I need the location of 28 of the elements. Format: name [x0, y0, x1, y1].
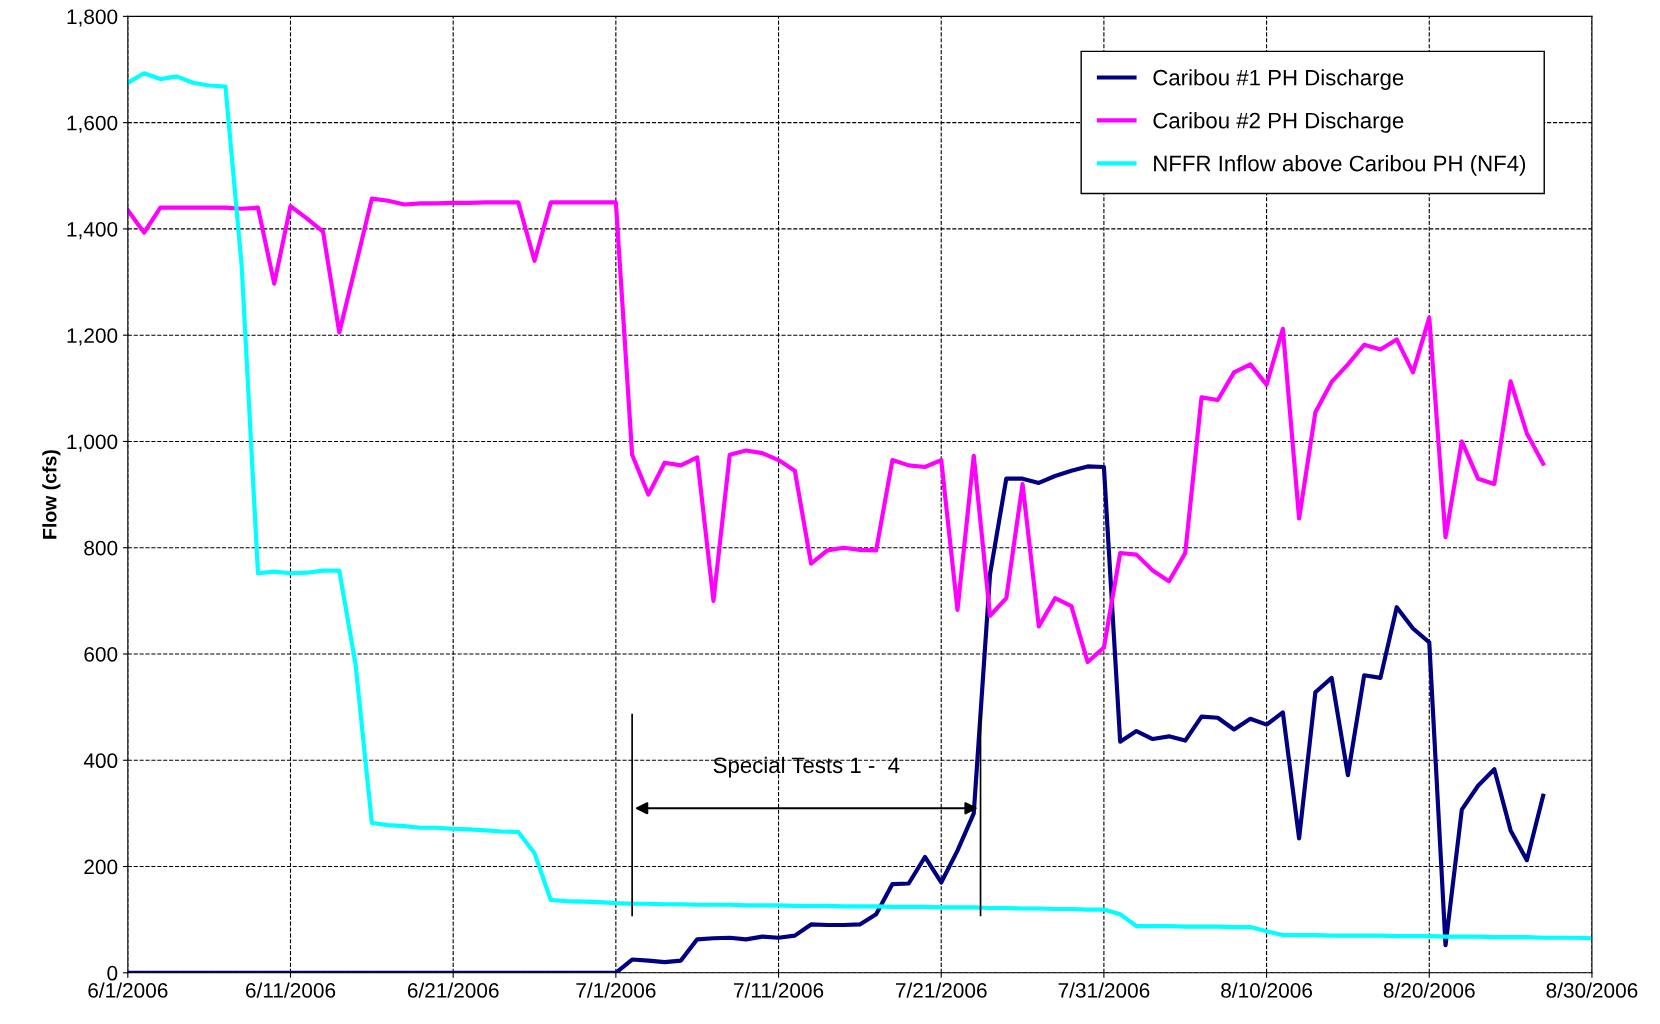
x-tick-label: 6/11/2006	[245, 982, 336, 998]
legend-label: Caribou #2 PH Discharge	[1153, 112, 1404, 133]
x-tick-label: 7/31/2006	[1058, 982, 1150, 998]
y-tick-label: 1,800	[67, 9, 118, 27]
line-series	[127, 196, 1546, 665]
x-tick-label: 8/20/2006	[1383, 982, 1475, 998]
line-series	[127, 464, 1546, 973]
x-tick-label: 8/10/2006	[1221, 982, 1313, 998]
y-tick-label: 0	[107, 965, 118, 981]
y-tick-label: 1,400	[67, 221, 118, 240]
y-tick-label: 400	[83, 753, 118, 769]
y-tick-label: 1,000	[67, 434, 118, 452]
y-tick-label: 1,200	[67, 328, 118, 346]
y-tick-label: 1,600	[67, 115, 118, 133]
y-axis-title: Flow (cfs)	[42, 450, 61, 539]
x-tick-label: 6/21/2006	[407, 982, 499, 998]
y-tick-label: 600	[84, 647, 118, 662]
legend-label: Caribou #1 PH Discharge	[1153, 69, 1404, 90]
y-tick-label: 200	[84, 859, 118, 875]
x-tick-label: 6/1/2006	[88, 982, 168, 998]
x-tick-label: 8/30/2006	[1546, 982, 1638, 998]
x-tick-label: 7/1/2006	[576, 982, 656, 998]
y-tick-label: 800	[84, 540, 118, 556]
legend-label: NFFR Inflow above Caribou PH (NF4)	[1154, 155, 1526, 176]
x-tick-label: 7/11/2006	[734, 982, 824, 998]
line-series	[127, 71, 1592, 941]
x-tick-label: 7/21/2006	[895, 982, 987, 998]
annotation: Special Tests 1 - 4	[713, 756, 900, 778]
